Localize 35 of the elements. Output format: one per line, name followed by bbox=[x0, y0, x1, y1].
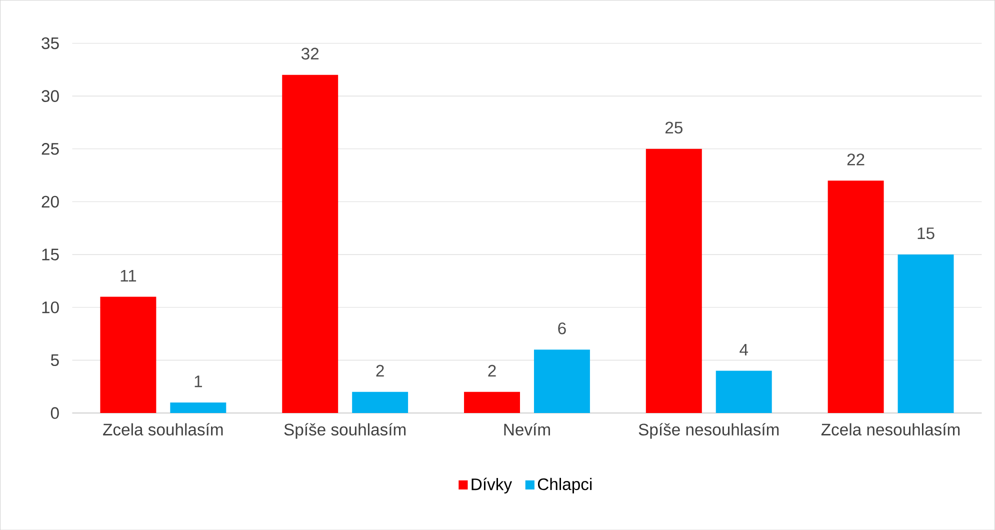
bar bbox=[352, 392, 408, 413]
y-tick-label: 10 bbox=[42, 301, 59, 314]
x-tick-label: Spíše souhlasím bbox=[284, 422, 406, 439]
x-tick-label: Zcela souhlasím bbox=[103, 422, 223, 436]
bar bbox=[534, 350, 590, 413]
bar bbox=[898, 254, 954, 413]
x-tick-label: Nevím bbox=[504, 422, 550, 436]
y-tick-label: 20 bbox=[42, 196, 59, 208]
bar bbox=[170, 402, 226, 413]
data-label: 22 bbox=[847, 153, 864, 166]
y-tick-label: 5 bbox=[50, 354, 59, 366]
bar bbox=[282, 74, 338, 413]
data-label: 2 bbox=[376, 364, 384, 376]
y-tick-label: 0 bbox=[50, 407, 59, 419]
data-label: 25 bbox=[665, 122, 682, 134]
data-label: 6 bbox=[558, 322, 566, 334]
bar bbox=[716, 370, 772, 413]
data-label: 15 bbox=[918, 227, 934, 240]
data-label: 2 bbox=[488, 364, 496, 376]
bar bbox=[828, 180, 884, 413]
bar bbox=[464, 392, 520, 413]
y-tick-label: 35 bbox=[42, 37, 59, 50]
bar bbox=[100, 296, 156, 413]
bar bbox=[646, 148, 702, 413]
data-label: 1 bbox=[194, 376, 202, 387]
y-tick-label: 25 bbox=[42, 142, 59, 155]
x-tick-label: Zcela nesouhlasím bbox=[821, 422, 960, 436]
legend-label: Dívky bbox=[472, 478, 512, 494]
x-tick-label: Spíše nesouhlasím bbox=[638, 422, 779, 439]
y-tick-label: 30 bbox=[42, 90, 59, 102]
data-label: 11 bbox=[120, 270, 136, 282]
data-label: 4 bbox=[740, 344, 748, 356]
legend-label: Chlapci bbox=[538, 478, 592, 494]
data-label: 32 bbox=[301, 48, 319, 60]
y-tick-label: 15 bbox=[42, 248, 59, 260]
